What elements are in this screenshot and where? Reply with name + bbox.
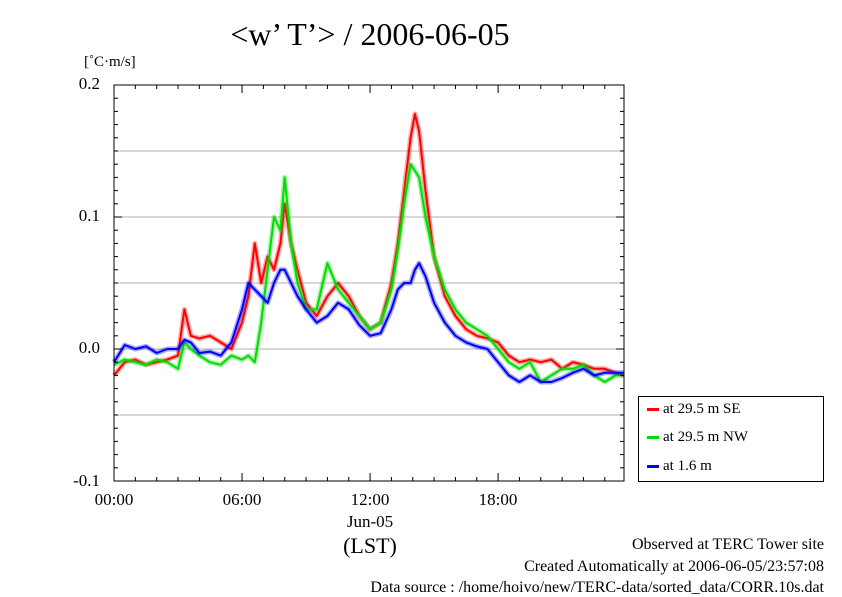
legend-label: at 1.6 m: [663, 458, 712, 474]
chart-title: <w’ T’> / 2006-06-05: [230, 16, 510, 52]
legend-swatch-blue: [647, 465, 659, 469]
series-line: [113, 163, 624, 383]
footer-site: Observed at TERC Tower site: [631, 536, 824, 553]
legend-item: at 1.6 m: [647, 458, 712, 475]
series-halo: [111, 260, 624, 385]
x-date-label: Jun-05: [346, 512, 394, 531]
x-tick-label: 06:00: [222, 490, 262, 509]
series-lines: [111, 111, 625, 385]
legend-swatch-green: [647, 436, 659, 440]
y-tick-label: 0.0: [78, 338, 100, 357]
y-tick-label: -0.1: [73, 471, 100, 490]
y-tick-label: 0.1: [78, 206, 100, 225]
y-tick-label: 0.2: [78, 74, 100, 93]
footer-created: Created Automatically at 2006-06-05/23:5…: [524, 558, 824, 575]
legend-item: at 29.5 m SE: [647, 401, 741, 418]
chart-legend: at 29.5 m SE at 29.5 m NW at 1.6 m: [638, 396, 824, 482]
legend-label: at 29.5 m SE: [663, 401, 741, 417]
legend-swatch-red: [647, 408, 659, 412]
footer-source: Data source : /home/hoivo/new/TERC-data/…: [370, 579, 824, 596]
y-axis-unit-label: [˚C·m/s]: [84, 54, 136, 70]
x-tick-label: 12:00: [350, 490, 390, 509]
grid-lines: [114, 150, 624, 416]
series-line: [113, 262, 624, 383]
legend-label: at 29.5 m NW: [663, 429, 748, 445]
legend-item: at 29.5 m NW: [647, 429, 748, 446]
axis-ticks: [113, 84, 624, 482]
x-tick-label: 00:00: [94, 490, 134, 509]
x-axis-label: (LST): [343, 533, 397, 558]
x-tick-label: 18:00: [478, 490, 518, 509]
